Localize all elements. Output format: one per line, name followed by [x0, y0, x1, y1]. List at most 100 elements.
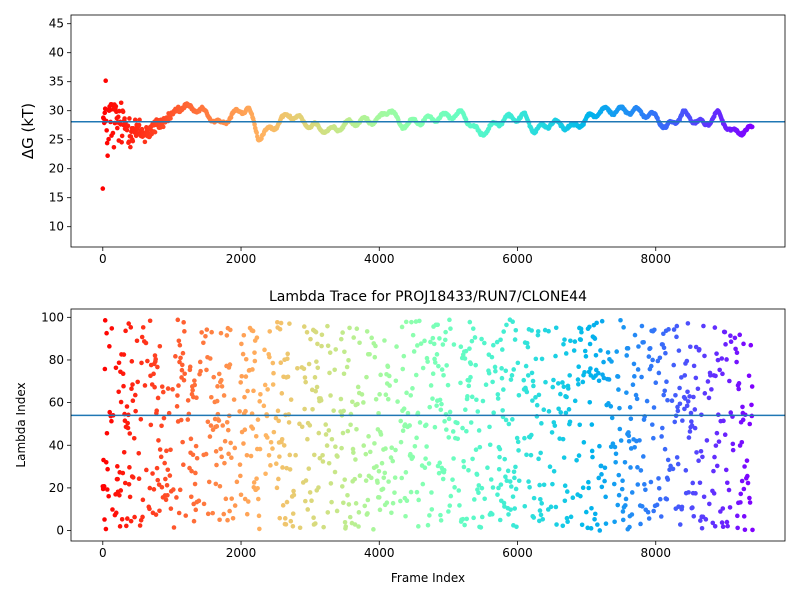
lambda-point: [245, 388, 250, 394]
lambda-point: [511, 469, 517, 475]
lambda-point: [157, 447, 163, 452]
lambda-point: [712, 523, 718, 529]
lambda-point: [325, 510, 331, 515]
lambda-point: [512, 337, 518, 342]
lambda-point: [695, 386, 701, 392]
lambda-point: [677, 522, 683, 527]
lambda-point: [496, 466, 502, 472]
lambda-point: [614, 349, 619, 354]
lambda-point: [701, 494, 707, 500]
lambda-point: [560, 380, 565, 385]
lambda-point: [675, 461, 681, 467]
lambda-point: [642, 482, 647, 487]
lambda-point: [527, 485, 532, 490]
lambda-point: [393, 447, 398, 453]
lambda-point: [382, 470, 388, 476]
lambda-point: [373, 343, 378, 349]
lambda-point: [596, 475, 602, 481]
lambda-point: [291, 492, 297, 498]
lambda-point: [620, 517, 626, 523]
lambda-point: [199, 330, 204, 335]
lambda-point: [714, 430, 720, 436]
lambda-point: [134, 338, 140, 344]
lambda-point: [190, 452, 196, 458]
lambda-point: [440, 342, 446, 347]
lambda-point: [571, 348, 577, 353]
lambda-trace-title: Lambda Trace for PROJ18433/RUN7/CLONE44: [269, 289, 587, 305]
lambda-point: [355, 384, 361, 390]
delta-g-point: [104, 140, 110, 146]
lambda-point: [714, 463, 720, 469]
lambda-point: [427, 513, 432, 518]
lambda-point: [313, 521, 318, 526]
lambda-point: [677, 385, 682, 391]
lambda-point: [438, 512, 443, 518]
lambda-point: [654, 502, 660, 508]
lambda-point: [405, 410, 411, 416]
lambda-point: [338, 336, 344, 342]
lambda-point: [430, 335, 436, 341]
lambda-point: [398, 498, 403, 504]
lambda-point: [297, 525, 303, 531]
lambda-point: [320, 453, 325, 458]
lambda-point: [535, 332, 541, 338]
lambda-point: [508, 484, 514, 489]
lambda-point: [364, 329, 370, 334]
lambda-point: [424, 444, 429, 449]
lambda-point: [501, 387, 506, 392]
lambda-point: [372, 441, 377, 446]
lambda-point: [228, 327, 233, 333]
lambda-point: [244, 452, 250, 458]
delta-g-y-axis-label: ΔG (kT): [19, 103, 37, 159]
lambda-point: [165, 467, 171, 473]
lambda-point: [136, 476, 142, 482]
lambda-point: [307, 490, 313, 495]
lambda-point: [647, 345, 653, 351]
lambda-point: [414, 435, 419, 441]
lambda-point: [698, 518, 703, 523]
lambda-point: [605, 350, 611, 355]
lambda-point: [657, 496, 663, 502]
lambda-point: [327, 370, 332, 376]
lambda-point: [672, 419, 678, 425]
lambda-point: [546, 409, 552, 414]
lambda-point: [231, 397, 237, 402]
lambda-point: [685, 389, 690, 395]
lambda-point: [381, 475, 387, 481]
lambda-point: [516, 448, 521, 453]
delta-g-y-tick-label: 10: [49, 220, 64, 234]
lambda-point: [216, 418, 222, 423]
lambda-point: [499, 366, 504, 371]
lambda-x-ticks: 0 2000 4000 6000 8000: [99, 541, 671, 560]
lambda-point: [102, 517, 107, 522]
lambda-point: [400, 428, 406, 434]
lambda-x-tick-label: 6000: [502, 546, 533, 560]
lambda-point: [565, 519, 570, 525]
lambda-point: [345, 428, 351, 434]
lambda-point: [514, 524, 519, 530]
lambda-point: [254, 476, 259, 481]
lambda-point: [147, 485, 153, 491]
delta-g-y-tick-label: 25: [49, 133, 64, 147]
lambda-point: [610, 441, 616, 446]
delta-g-point: [126, 139, 132, 144]
lambda-point: [666, 327, 671, 332]
lambda-point: [714, 351, 719, 356]
lambda-point: [536, 392, 542, 398]
lambda-point: [500, 347, 505, 352]
lambda-point: [306, 466, 312, 471]
lambda-point: [387, 383, 392, 388]
lambda-point: [183, 513, 189, 518]
lambda-point: [144, 467, 149, 473]
lambda-point: [324, 443, 330, 448]
lambda-point: [472, 335, 478, 340]
lambda-point: [572, 339, 578, 344]
lambda-point: [155, 477, 161, 483]
lambda-point: [466, 383, 472, 389]
lambda-point: [516, 392, 522, 398]
lambda-point: [145, 358, 150, 364]
lambda-point: [315, 365, 321, 371]
lambda-point: [383, 392, 389, 398]
lambda-point: [539, 356, 545, 362]
lambda-point: [506, 421, 512, 427]
